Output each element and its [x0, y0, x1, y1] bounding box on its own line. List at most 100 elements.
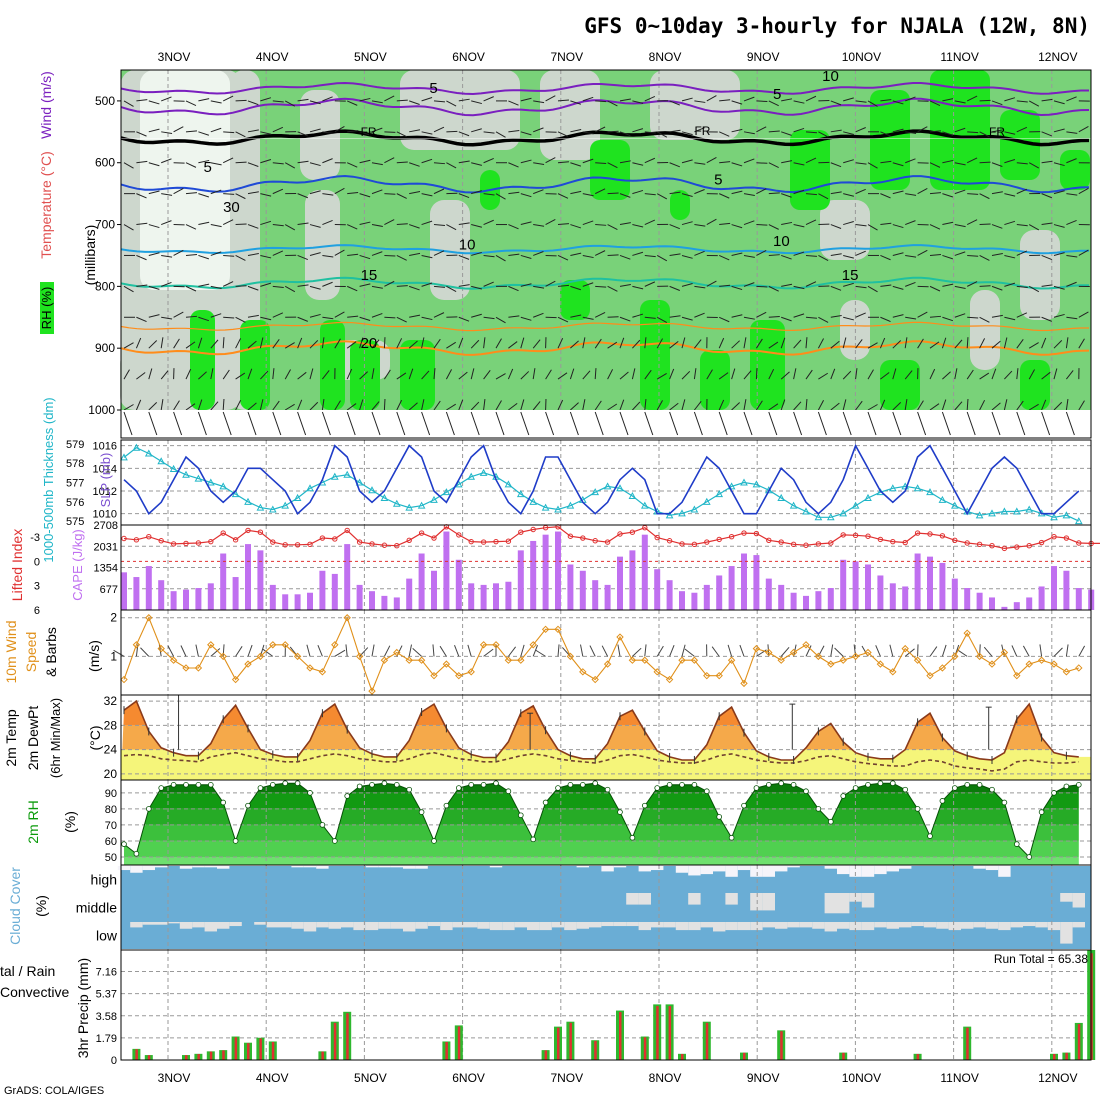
contour-label: 10	[773, 233, 790, 250]
wind-barb	[1053, 100, 1065, 105]
rh-point	[827, 818, 834, 825]
wind-barb	[929, 315, 942, 318]
wind-barb	[421, 193, 433, 197]
wind-barb	[198, 316, 210, 322]
rh-point	[493, 780, 499, 787]
rh-point	[691, 782, 698, 788]
cape-bar	[517, 550, 524, 610]
li-point	[1014, 544, 1020, 550]
wind-speed-point	[951, 652, 959, 661]
surface-wind-barb	[768, 411, 778, 436]
surface-wind-barb	[483, 648, 494, 657]
surface-wind-barb	[941, 411, 951, 436]
wind-barb	[533, 285, 545, 289]
legend-rh: RH (%)	[39, 287, 54, 330]
wind-barb	[892, 190, 904, 195]
wind-barb	[570, 402, 579, 411]
rh-band	[124, 824, 1079, 841]
wind-barb	[941, 337, 947, 349]
li-point	[195, 540, 202, 546]
contour-label: 5	[773, 86, 781, 103]
wind-barb	[1003, 399, 1008, 411]
cape-bar	[207, 583, 214, 610]
wind-speed-point	[430, 671, 438, 680]
cloud-cell	[303, 922, 317, 932]
isotherm-25	[120, 321, 1089, 332]
li-point	[691, 541, 698, 548]
li-line	[123, 526, 1100, 550]
wind-barb	[533, 224, 545, 227]
cape-bar	[468, 583, 475, 610]
rh-axis-title: 2m RH	[25, 800, 41, 844]
wind-barb	[421, 254, 433, 259]
surface-wind-barb	[1065, 644, 1069, 657]
wind-barb	[1041, 222, 1053, 226]
wind-barb	[880, 372, 890, 380]
wind-barb	[830, 100, 842, 106]
wind-barb	[347, 315, 359, 318]
wind-barb	[967, 131, 979, 134]
wind-barb	[793, 127, 805, 133]
surface-wind-barb	[1011, 645, 1018, 657]
li-point	[381, 542, 388, 548]
wind-barb	[458, 193, 470, 199]
wind-barb	[123, 342, 134, 349]
wind-barb	[136, 372, 146, 380]
cloud-cell	[861, 893, 875, 908]
wind-barb	[656, 193, 668, 200]
day-labels-bottom: 3NOV 4NOV 5NOV 6NOV 7NOV 8NOV 9NOV 10NOV 11NOV 12…	[158, 1071, 1078, 1085]
wind-barb	[309, 340, 319, 349]
cloud-cell	[1010, 922, 1023, 928]
wind-barb	[322, 96, 333, 102]
slp-axis-title: SLP (mb)	[98, 453, 113, 508]
contour-label: 30	[223, 199, 240, 216]
wind-barb	[669, 129, 681, 133]
wind-barb	[843, 193, 854, 197]
wind-barb	[421, 282, 433, 287]
li-point	[158, 538, 164, 544]
rh-point	[815, 806, 822, 812]
wind-barb	[197, 337, 203, 349]
thickness-point	[330, 472, 339, 480]
day-label-top: 6NOV	[452, 50, 485, 64]
rh-point	[840, 793, 846, 799]
cape-bar	[145, 566, 152, 610]
wind-barb	[793, 368, 797, 380]
wind-barb	[297, 284, 309, 287]
wind-barb	[718, 399, 725, 411]
rh-point	[865, 782, 871, 788]
wind-barb	[1041, 337, 1047, 349]
cape-bar	[989, 597, 995, 610]
thickness-point	[752, 480, 761, 488]
rh-moist-area	[1060, 150, 1090, 190]
cape-bar	[976, 592, 983, 610]
surface-wind-barb	[123, 411, 133, 436]
wind-barb	[880, 160, 892, 164]
wind-barb	[533, 127, 544, 133]
day-label-bottom: 6NOV	[452, 1071, 485, 1085]
wind-barb	[173, 249, 184, 256]
wind-barb	[1041, 371, 1051, 380]
cloud-cell	[316, 922, 329, 928]
rh-band	[124, 783, 1079, 793]
surface-wind-barb	[371, 411, 381, 436]
wind-barb	[508, 315, 520, 318]
wind-barb	[731, 402, 740, 411]
wind-barb	[905, 220, 916, 226]
wind-barb	[396, 338, 403, 349]
cape-bar	[840, 559, 847, 610]
thickness-point	[182, 470, 190, 478]
cloud-cell	[812, 922, 825, 929]
wind-barb	[1004, 220, 1016, 226]
cape-bar	[753, 555, 760, 610]
wind-barb	[458, 399, 464, 411]
wind-barb	[607, 130, 619, 133]
wind-barb	[966, 219, 978, 225]
wind-barb	[309, 224, 321, 228]
cloud-cell	[142, 922, 155, 925]
wind-barb	[867, 342, 878, 349]
thickness-point	[864, 493, 872, 501]
panel-frame	[120, 69, 1092, 439]
cloud-cell	[737, 866, 751, 871]
li-point	[232, 537, 239, 543]
